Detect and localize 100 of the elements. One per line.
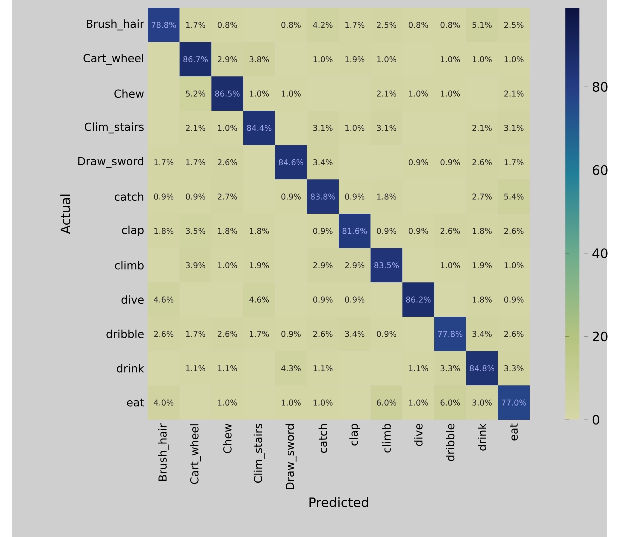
data-label: 1.7% (504, 159, 524, 166)
data-label: 1.1% (314, 365, 333, 372)
data-label: 1.0% (314, 400, 333, 406)
data-label: 1.9% (472, 262, 492, 269)
data-label: 3.1% (504, 125, 524, 132)
data-label: 4.6% (154, 296, 174, 303)
data-label: 1.0% (218, 125, 238, 132)
x-tick-label: clap (350, 424, 360, 446)
data-label: 1.0% (346, 125, 365, 132)
y-tick-label: Clim_stairs (84, 122, 144, 134)
data-label: 4.3% (281, 365, 301, 372)
data-label: 2.9% (345, 262, 365, 269)
y-tick-label: Draw_sword (78, 157, 144, 168)
data-label: 2.6% (218, 331, 238, 338)
data-label: 1.0% (282, 400, 301, 406)
data-label: 0.9% (282, 331, 301, 338)
data-label: 1.0% (441, 56, 460, 63)
data-label: 1.7% (250, 331, 270, 338)
data-label: 0.9% (186, 194, 206, 200)
data-label: 3.1% (377, 125, 396, 132)
data-label: 3.3% (504, 365, 524, 372)
data-label: 2.5% (504, 22, 524, 28)
data-label: 2.1% (472, 125, 492, 132)
data-label: 3.0% (472, 400, 492, 406)
y-tick-label: Cart_wheel (84, 54, 144, 65)
data-label: 1.8% (377, 194, 396, 200)
data-label: 2.9% (218, 56, 238, 63)
x-tick-label: Clim_stairs (254, 424, 265, 484)
data-label: 0.9% (377, 331, 396, 338)
data-label: 0.8% (282, 22, 301, 28)
data-label: 1.7% (346, 22, 365, 28)
y-tick-label: Chew (114, 90, 144, 98)
data-label: 1.9% (346, 56, 365, 63)
data-label: 0.9% (313, 228, 333, 234)
data-label: 1.1% (218, 365, 238, 372)
data-label: 86.2% (406, 296, 431, 303)
data-label: 0.8% (408, 22, 428, 28)
y-tick-label: catch (114, 192, 144, 202)
y-tick-label: eat (127, 398, 144, 407)
data-label: 1.8% (250, 228, 270, 234)
x-tick-label: climb (382, 424, 392, 453)
data-label: 1.1% (409, 365, 428, 372)
data-label: 1.8% (218, 228, 238, 234)
data-label: 3.3% (440, 365, 460, 372)
y-tick-label: dive (122, 296, 144, 304)
data-label: 78.8% (152, 22, 176, 28)
data-label: 5.2% (186, 90, 206, 97)
data-label: 83.5% (374, 262, 399, 269)
data-label: 3.4% (472, 331, 492, 338)
data-label: 77.0% (502, 400, 526, 406)
data-label: 1.0% (218, 262, 238, 269)
data-label: 2.1% (186, 125, 206, 132)
data-label: 2.1% (504, 90, 524, 97)
data-label: 0.9% (440, 159, 460, 166)
data-label: 3.9% (186, 262, 206, 269)
data-label: 2.6% (440, 228, 460, 234)
data-label: 5.1% (472, 22, 492, 28)
data-label: 3.4% (314, 159, 333, 166)
data-label: 0.8% (440, 22, 460, 28)
data-label: 2.6% (472, 159, 492, 166)
data-label: 1.8% (472, 228, 492, 234)
data-label: 2.6% (314, 331, 333, 338)
data-label: 1.0% (377, 56, 396, 63)
data-label: 1.0% (504, 56, 524, 63)
data-label: 3.1% (314, 125, 333, 132)
x-tick-label: dive (414, 424, 423, 446)
data-label: 0.9% (345, 296, 365, 303)
x-tick-label: eat (510, 424, 518, 441)
data-label: 1.0% (250, 90, 270, 97)
data-label: 2.6% (504, 228, 524, 234)
data-label: 84.8% (470, 365, 494, 372)
color-bar-label: 80 (592, 82, 608, 92)
data-label: 0.9% (408, 159, 428, 166)
color-bar-label: 0 (592, 415, 600, 425)
data-label: 0.9% (408, 228, 428, 234)
data-label: 1.8% (472, 296, 492, 303)
y-tick-label: Brush_hair (87, 20, 144, 31)
data-label: 1.9% (250, 262, 270, 269)
data-label: 2.5% (377, 22, 396, 28)
data-label: 1.0% (441, 262, 460, 269)
data-label: 1.7% (186, 159, 206, 166)
data-label: 1.0% (409, 90, 428, 97)
data-label: 2.9% (314, 262, 333, 269)
data-label: 3.4% (345, 331, 365, 338)
x-tick-label: dribble (446, 424, 455, 462)
data-label: 1.1% (186, 365, 206, 372)
data-label: 6.0% (377, 400, 396, 406)
x-tick-label: Cart_wheel (190, 424, 202, 484)
data-label: 2.6% (218, 159, 238, 166)
data-label: 0.9% (282, 194, 301, 200)
data-label: 1.0% (441, 90, 460, 97)
data-label: 2.6% (154, 331, 174, 338)
data-label: 1.0% (472, 56, 492, 63)
data-label: 5.4% (504, 194, 524, 200)
data-label: 6.0% (440, 400, 460, 406)
data-label: 0.9% (377, 228, 396, 234)
y-tick-label: dribble (106, 330, 144, 338)
data-label: 86.7% (184, 56, 208, 63)
data-label: 84.6% (279, 159, 304, 166)
data-label: 1.0% (504, 262, 524, 269)
